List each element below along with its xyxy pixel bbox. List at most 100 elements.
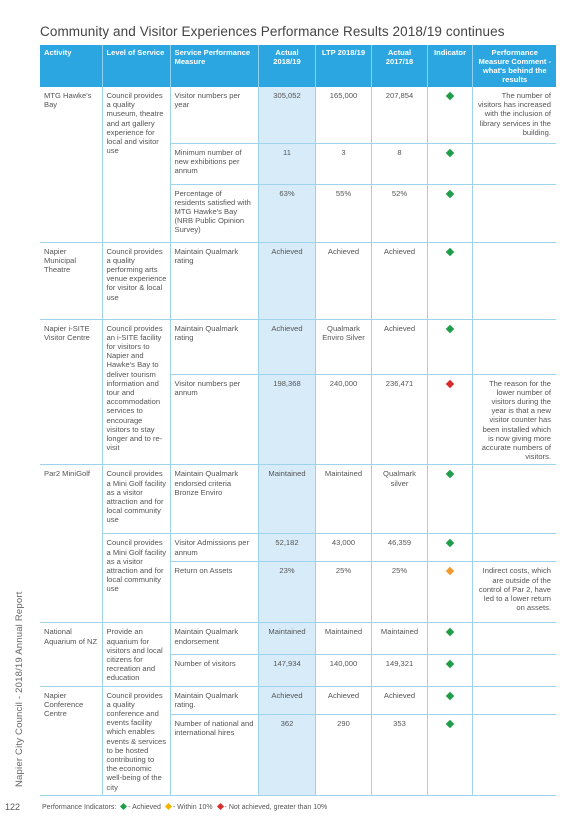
legend-not-achieved: - Not achieved, greater than 10% — [224, 804, 328, 811]
activity-cell: Napier i-SITE Visitor Centre — [40, 319, 103, 466]
ltp-cell: 240,000 — [315, 374, 372, 466]
indicator-cell — [427, 87, 473, 144]
measure-cell: Visitor numbers per year — [170, 87, 259, 144]
activity-cell: MTG Hawke's Bay — [40, 87, 103, 243]
table-row: MTG Hawke's Bay Council provides a quali… — [40, 87, 556, 243]
level-cell: Council provides a quality conference an… — [102, 686, 171, 796]
prev-cell: Qualmark silver — [371, 464, 428, 535]
indicator-diamond-icon — [445, 148, 455, 157]
indicator-cell — [427, 714, 473, 796]
prev-cell: 8 — [371, 143, 428, 185]
comment-cell: The reason for the lower number of visit… — [472, 374, 556, 466]
header-comment: Performance Measure Comment - what's beh… — [472, 45, 556, 87]
level-cell: Council provides a Mini Golf facility as… — [102, 464, 171, 535]
indicator-diamond-icon — [445, 719, 455, 728]
level-cell: Council provides a quality museum, theat… — [102, 87, 171, 243]
measure-cell: Number of visitors — [170, 654, 259, 687]
comment-cell — [472, 184, 556, 243]
indicator-cell — [427, 319, 473, 375]
level-cell: Provide an aquarium for visitors and loc… — [102, 622, 171, 687]
header-service-measure: Service Performance Measure — [170, 45, 259, 87]
prev-cell: Achieved — [371, 686, 428, 715]
indicator-cell — [427, 622, 473, 655]
level-cell: Council provides a Mini Golf facility as… — [102, 533, 171, 624]
activity-cell: Par2 MiniGolf — [40, 464, 103, 624]
measure-cell: Visitor Admissions per annum — [170, 533, 259, 563]
header-ltp-2018-19: LTP 2018/19 — [315, 45, 372, 87]
legend-achieved: - Achieved — [128, 804, 161, 811]
actual-cell: 63% — [258, 184, 316, 243]
indicator-diamond-icon — [445, 470, 455, 479]
comment-cell — [472, 464, 556, 535]
measure-cell: Maintain Qualmark endorsed criteria Bron… — [170, 464, 259, 535]
prev-cell: 52% — [371, 184, 428, 243]
ltp-cell: Maintained — [315, 464, 372, 535]
table-row: Number of national and international hir… — [40, 714, 556, 796]
table-row: Minimum number of new exhibitions per an… — [40, 143, 556, 185]
actual-cell: 147,934 — [258, 654, 316, 687]
ltp-cell: 43,000 — [315, 533, 372, 563]
prev-cell: 25% — [371, 561, 428, 624]
ltp-cell: Achieved — [315, 242, 372, 320]
indicator-diamond-icon — [445, 539, 455, 548]
legend-red-diamond-icon — [216, 802, 224, 811]
prev-cell: 353 — [371, 714, 428, 796]
table-row: Napier i-SITE Visitor Centre Council pro… — [40, 319, 556, 466]
measure-cell: Maintain Qualmark rating. — [170, 686, 259, 715]
prev-cell: 46,359 — [371, 533, 428, 563]
table-row: Napier Municipal Theatre Council provide… — [40, 242, 556, 320]
activity-cell: Napier Conference Centre — [40, 686, 103, 796]
actual-cell: 23% — [258, 561, 316, 624]
prev-cell: Achieved — [371, 319, 428, 375]
legend-within: - Within 10% — [172, 804, 213, 811]
table-row: Council provides a Mini Golf facility as… — [40, 533, 556, 624]
comment-cell — [472, 654, 556, 687]
comment-cell — [472, 319, 556, 375]
comment-cell — [472, 533, 556, 563]
side-report-title: Napier City Council - 2018/19 Annual Rep… — [14, 591, 25, 787]
prev-cell: 236,471 — [371, 374, 428, 466]
measure-cell: Maintain Qualmark rating — [170, 319, 259, 375]
header-level-of-service: Level of Service — [102, 45, 171, 87]
measure-cell: Percentage of residents satisfied with M… — [170, 184, 259, 243]
ltp-cell: 290 — [315, 714, 372, 796]
indicator-cell — [427, 464, 473, 535]
indicator-diamond-icon — [445, 628, 455, 637]
comment-cell — [472, 622, 556, 655]
ltp-cell: 3 — [315, 143, 372, 185]
indicator-diamond-icon — [445, 247, 455, 256]
measure-cell: Return on Assets — [170, 561, 259, 624]
ltp-cell: 165,000 — [315, 87, 372, 144]
prev-cell: Maintained — [371, 622, 428, 655]
page-number: 122 — [5, 802, 21, 812]
indicator-cell — [427, 242, 473, 320]
activity-cell: Napier Municipal Theatre — [40, 242, 103, 320]
comment-cell — [472, 714, 556, 796]
header-row: Activity Level of Service Service Perfor… — [40, 45, 556, 87]
table-row: Number of visitors 147,934 140,000 149,3… — [40, 654, 556, 687]
actual-cell: Achieved — [258, 242, 316, 320]
level-cell: Council provides a quality performing ar… — [102, 242, 171, 320]
activity-cell: National Aquarium of NZ — [40, 622, 103, 687]
ltp-cell: Maintained — [315, 622, 372, 655]
indicator-diamond-icon — [445, 379, 455, 388]
prev-cell: 149,321 — [371, 654, 428, 687]
comment-cell — [472, 143, 556, 185]
legend-green-diamond-icon — [120, 802, 128, 811]
comment-cell — [472, 686, 556, 715]
ltp-cell: 55% — [315, 184, 372, 243]
measure-cell: Maintain Qualmark endorsement — [170, 622, 259, 655]
actual-cell: Maintained — [258, 622, 316, 655]
comment-cell — [472, 242, 556, 320]
legend-prefix: Performance Indicators: — [42, 804, 117, 811]
actual-cell: 362 — [258, 714, 316, 796]
prev-cell: 207,854 — [371, 87, 428, 144]
indicator-cell — [427, 686, 473, 715]
actual-cell: Achieved — [258, 686, 316, 715]
measure-cell: Minimum number of new exhibitions per an… — [170, 143, 259, 185]
measure-cell: Number of national and international hir… — [170, 714, 259, 796]
indicator-cell — [427, 143, 473, 185]
table-row: Par2 MiniGolf Council provides a Mini Go… — [40, 464, 556, 624]
indicator-diamond-icon — [445, 91, 455, 101]
page-title: Community and Visitor Experiences Perfor… — [40, 24, 505, 39]
